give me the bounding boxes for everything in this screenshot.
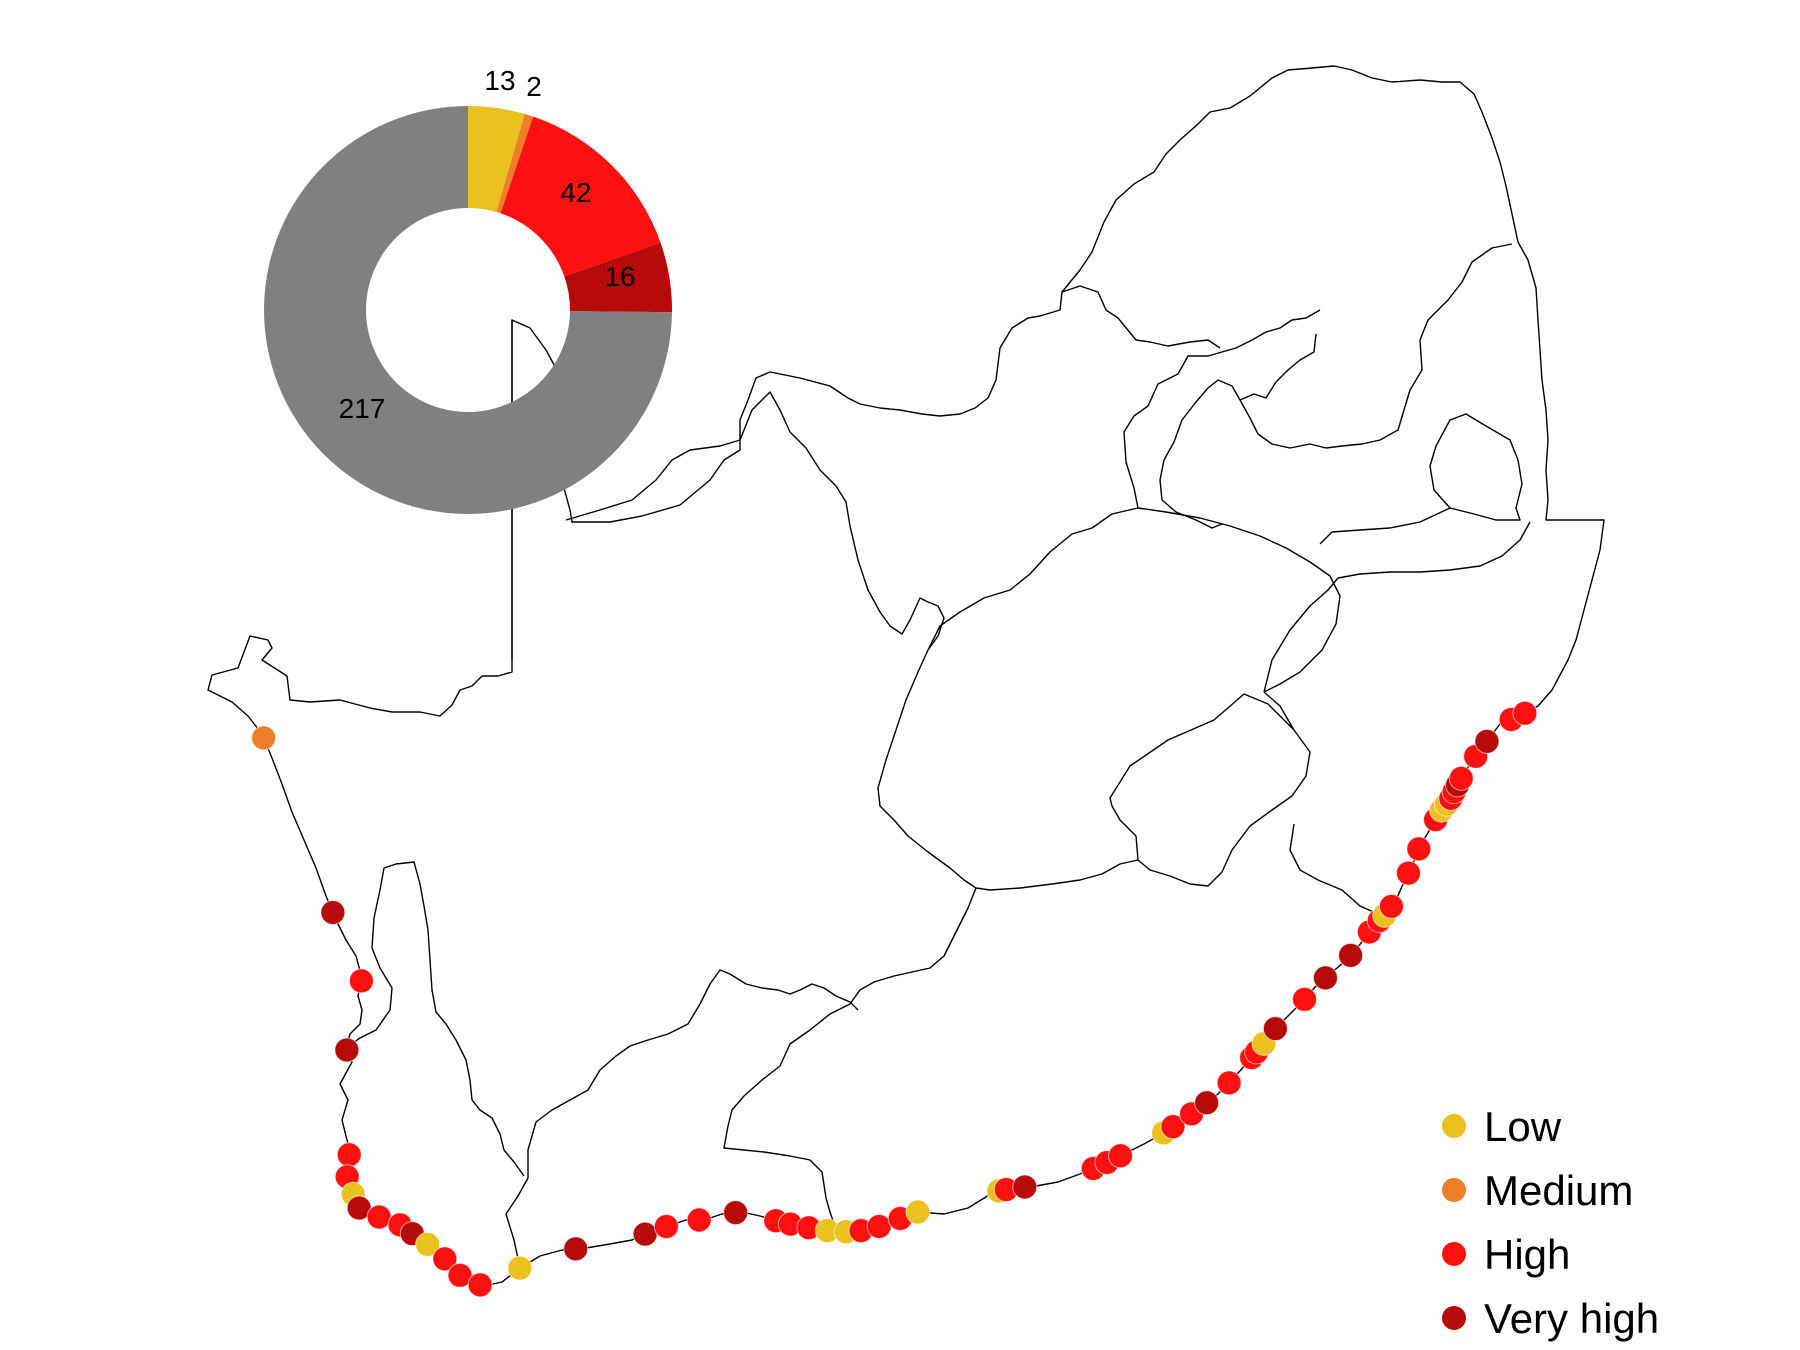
province-border (1263, 691, 1295, 731)
site-marker-high (653, 1214, 679, 1240)
legend-swatch-low (1442, 1114, 1466, 1138)
eswatini-border (1429, 413, 1523, 521)
site-marker-high (348, 968, 374, 994)
donut-segment-medium (496, 114, 534, 214)
province-border (565, 391, 945, 651)
site-marker-high (1160, 1114, 1186, 1140)
site-marker-high (447, 1262, 473, 1288)
legend-swatch-high (1442, 1242, 1466, 1266)
donut-segment-very-high (564, 242, 672, 313)
province-border (877, 649, 1139, 891)
site-marker-very-high (1262, 1016, 1288, 1042)
donut-segment-unassessed (264, 106, 672, 514)
site-marker-very-high (1312, 965, 1338, 991)
site-marker-very-high (1474, 728, 1500, 754)
donut-label-high: 42 (560, 177, 591, 208)
site-marker-very-high (563, 1236, 589, 1262)
site-marker-high (1395, 860, 1421, 886)
province-border (1061, 285, 1221, 349)
site-marker-high (467, 1272, 493, 1298)
site-marker-high (1512, 700, 1538, 726)
donut-label-very-high: 16 (604, 261, 635, 292)
site-marker-high (1378, 893, 1404, 919)
site-marker-very-high (632, 1221, 658, 1247)
site-marker-very-high (1194, 1090, 1220, 1116)
province-border (345, 861, 525, 1177)
site-marker-high (336, 1142, 362, 1168)
site-marker-high (686, 1207, 712, 1233)
province-border (1161, 499, 1223, 529)
province-border (1239, 333, 1317, 401)
legend-label-high: High (1484, 1231, 1570, 1278)
site-marker-high (1107, 1143, 1133, 1169)
lesotho-border (1109, 693, 1311, 887)
site-marker-high (432, 1246, 458, 1272)
site-marker-high (1216, 1070, 1242, 1096)
legend: Low Medium High Very high (1442, 1103, 1659, 1342)
legend-label-medium: Medium (1484, 1167, 1633, 1214)
province-border (1319, 507, 1451, 545)
province-border (1289, 823, 1379, 915)
province-border (1123, 309, 1321, 509)
legend-swatch-very-high (1442, 1306, 1466, 1330)
site-markers (251, 700, 1538, 1298)
legend-label-low: Low (1484, 1103, 1562, 1150)
site-marker-high (366, 1204, 392, 1230)
province-border (1337, 521, 1531, 579)
province-border (927, 507, 1341, 693)
site-marker-low (905, 1199, 931, 1225)
site-marker-very-high (1012, 1174, 1038, 1200)
legend-swatch-medium (1442, 1178, 1466, 1202)
country-border (207, 65, 1605, 1287)
site-marker-very-high (320, 899, 346, 925)
province-border (1263, 577, 1339, 693)
legend-label-very-high: Very high (1484, 1295, 1659, 1342)
site-marker-low (415, 1231, 441, 1257)
site-marker-high (1406, 836, 1432, 862)
site-marker-low (507, 1255, 533, 1281)
donut-label-medium: 2 (526, 71, 542, 102)
donut-label-unassessed: 217 (339, 393, 386, 424)
donut-label-low: 13 (484, 65, 515, 96)
site-marker-medium (251, 725, 277, 751)
donut-segment-high (500, 116, 661, 277)
donut-segment-low (468, 106, 525, 213)
province-border (505, 969, 859, 1269)
province-border (723, 887, 977, 1225)
site-marker-high (1448, 765, 1474, 791)
donut-chart: 13 2 42 16 217 (264, 65, 672, 514)
site-marker-very-high (723, 1200, 749, 1226)
province-border (1159, 379, 1241, 501)
site-marker-very-high (1338, 942, 1364, 968)
site-marker-high (1292, 986, 1318, 1012)
site-marker-very-high (334, 1037, 360, 1063)
province-border (1239, 243, 1513, 449)
site-marker-high (866, 1213, 892, 1239)
